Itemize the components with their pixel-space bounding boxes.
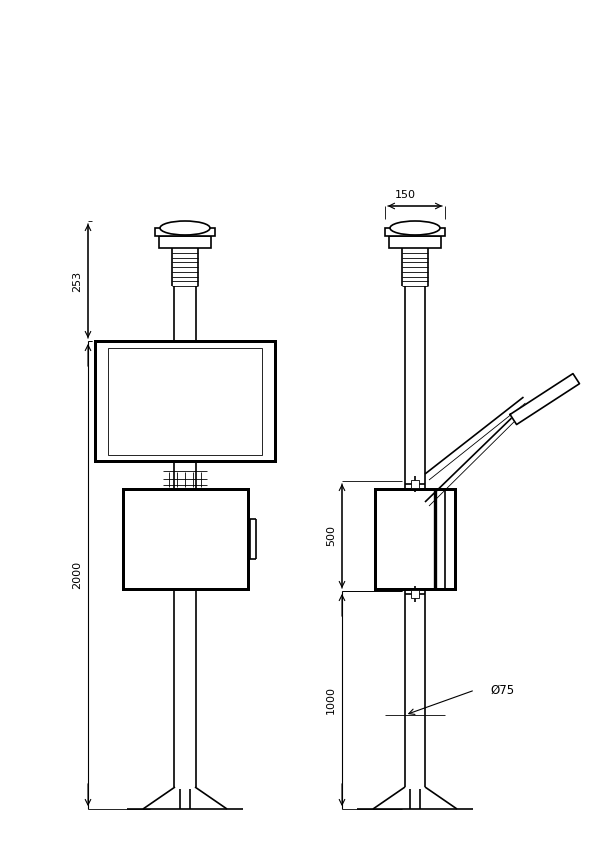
- Bar: [108, 347, 262, 454]
- Bar: [375, 489, 455, 589]
- Bar: [155, 228, 215, 236]
- Bar: [159, 236, 211, 248]
- Bar: [411, 480, 419, 488]
- Bar: [123, 489, 248, 589]
- Text: 500: 500: [326, 525, 336, 547]
- Polygon shape: [510, 373, 580, 424]
- Text: Ø75: Ø75: [490, 683, 514, 696]
- Text: 2000: 2000: [72, 561, 82, 589]
- Bar: [411, 590, 419, 598]
- Bar: [95, 341, 275, 461]
- Ellipse shape: [390, 221, 440, 235]
- Bar: [385, 228, 445, 236]
- Ellipse shape: [160, 221, 210, 235]
- Text: 1000: 1000: [326, 686, 336, 714]
- Bar: [389, 236, 441, 248]
- Text: 150: 150: [394, 190, 416, 200]
- Text: 253: 253: [72, 270, 82, 291]
